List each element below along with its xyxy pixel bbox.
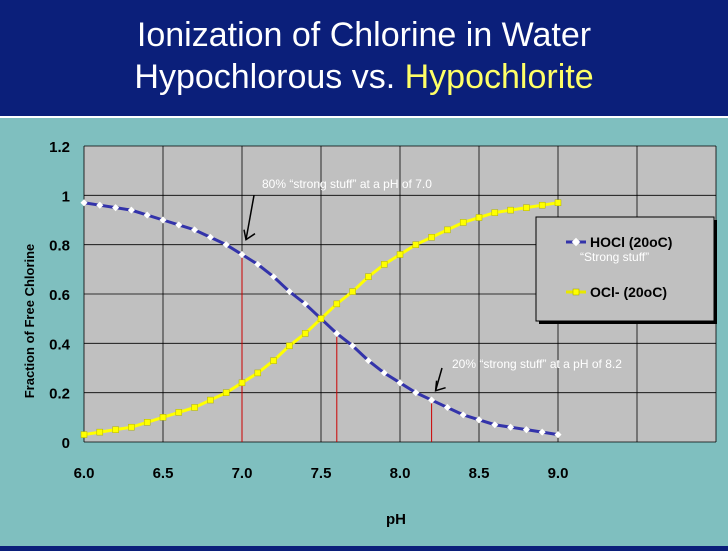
chart-panel: 0 0.2 0.4 0.6 0.8 1 1.2 6.0 6.5 7.0 7.5 8.0 8.5 9.0 80… bbox=[0, 116, 728, 546]
hocl-point bbox=[428, 396, 436, 404]
hocl-point bbox=[127, 206, 135, 214]
legend-item-ocl: OCl- (20oC) bbox=[566, 284, 667, 300]
hocl-point bbox=[238, 250, 246, 259]
hocl-point bbox=[206, 233, 214, 241]
y-axis-label: Fraction of Free Chlorine bbox=[22, 244, 37, 399]
legend-hocl-label: HOCl (20oC) bbox=[590, 234, 672, 250]
hocl-point bbox=[380, 369, 388, 377]
ocl-point bbox=[428, 234, 435, 241]
annotation-80-text: 80% “strong stuff” at a pH of 7.0 bbox=[262, 177, 432, 191]
hocl-point bbox=[270, 273, 278, 281]
ocl-point bbox=[254, 369, 262, 377]
ocl-point bbox=[538, 201, 546, 209]
legend-ocl-label: OCl- (20oC) bbox=[590, 284, 667, 300]
x-tick-label: 6.5 bbox=[153, 465, 174, 482]
x-tick-label: 8.5 bbox=[469, 465, 490, 482]
ocl-point bbox=[317, 315, 325, 322]
legend: HOCl (20oC) “Strong stuff” OCl- (20oC) bbox=[535, 216, 717, 324]
x-tick-label: 8.0 bbox=[390, 465, 411, 482]
hocl-point bbox=[349, 342, 357, 350]
ocl-point bbox=[491, 209, 499, 216]
ocl-point bbox=[523, 204, 530, 211]
y-tick-label: 0.8 bbox=[49, 238, 70, 255]
ocl-point bbox=[396, 251, 404, 258]
hocl-point bbox=[538, 428, 546, 436]
ocl-point bbox=[270, 357, 277, 364]
ocl-point bbox=[507, 206, 514, 214]
title-highlight: Hypochlorite bbox=[404, 58, 594, 96]
ocl-point bbox=[475, 214, 483, 221]
annotation-80-arrowhead bbox=[243, 229, 256, 241]
hocl-point bbox=[507, 423, 515, 431]
hocl-point bbox=[396, 379, 404, 387]
hocl-point bbox=[475, 416, 483, 424]
x-tick-label: 7.0 bbox=[232, 465, 253, 482]
ocl-point bbox=[159, 414, 167, 421]
hocl-point bbox=[112, 204, 120, 212]
ocl-point bbox=[112, 426, 119, 433]
ocl-point bbox=[96, 428, 104, 436]
title-line-1: Ionization of Chlorine in Water bbox=[136, 16, 592, 54]
ionization-chart: 0 0.2 0.4 0.6 0.8 1 1.2 6.0 6.5 7.0 7.5 8.0 8.5 9.0 80… bbox=[0, 116, 728, 546]
hocl-point bbox=[96, 201, 104, 209]
y-tick-label: 1 bbox=[62, 188, 70, 205]
y-tick-label: 0.4 bbox=[49, 336, 71, 353]
hocl-point bbox=[143, 211, 151, 219]
hocl-point bbox=[191, 226, 199, 234]
annotation-80-arrow bbox=[245, 195, 255, 240]
hocl-point bbox=[364, 357, 372, 365]
hocl-point bbox=[522, 426, 530, 434]
hocl-point bbox=[285, 287, 293, 296]
hocl-point bbox=[554, 431, 562, 439]
hocl-point bbox=[491, 421, 499, 429]
hocl-point bbox=[459, 411, 467, 419]
ocl-point bbox=[143, 419, 151, 426]
ocl-point bbox=[301, 330, 309, 337]
ocl-point bbox=[128, 423, 135, 431]
title-line-2: Hypochlorous vs. Hypochlorite bbox=[0, 56, 728, 98]
ocl-point bbox=[380, 261, 388, 268]
y-tick-label: 0.6 bbox=[49, 287, 70, 304]
slide-title: Ionization of Chlorine in Water Hypochlo… bbox=[0, 14, 728, 98]
ocl-point bbox=[286, 342, 293, 350]
legend-ocl-marker bbox=[572, 288, 580, 296]
ocl-point bbox=[365, 273, 372, 280]
ocl-point bbox=[238, 379, 246, 387]
ocl-point bbox=[191, 404, 198, 411]
hocl-point bbox=[333, 329, 341, 338]
ocl-point bbox=[349, 288, 356, 295]
ocl-point bbox=[412, 241, 420, 248]
x-tick-label: 6.0 bbox=[74, 465, 95, 482]
ocl-point bbox=[80, 431, 88, 438]
x-tick-label: 7.5 bbox=[311, 465, 332, 482]
strong-stuff-label: “Strong stuff” bbox=[580, 250, 649, 264]
x-axis-label: pH bbox=[386, 511, 406, 528]
ocl-point bbox=[175, 409, 183, 416]
ocl-point bbox=[333, 300, 341, 308]
hocl-point bbox=[175, 221, 183, 229]
ocl-point bbox=[222, 389, 230, 396]
hocl-point bbox=[301, 300, 309, 308]
x-tick-label: 9.0 bbox=[548, 465, 569, 482]
annotation-20-text: 20% “strong stuff” at a pH of 8.2 bbox=[452, 357, 622, 371]
y-tick-label: 0.2 bbox=[49, 386, 70, 403]
title-line-2-prefix: Hypochlorous vs. bbox=[134, 58, 405, 96]
legend-item-hocl: HOCl (20oC) bbox=[566, 234, 672, 250]
legend-frame bbox=[535, 216, 715, 322]
hocl-point bbox=[159, 216, 167, 224]
y-tick-label: 0 bbox=[62, 435, 70, 452]
hocl-point bbox=[80, 199, 88, 207]
ocl-point bbox=[554, 199, 562, 206]
ocl-point bbox=[207, 396, 214, 404]
hocl-point bbox=[412, 389, 420, 397]
y-tick-label: 1.2 bbox=[49, 139, 70, 156]
ocl-point bbox=[459, 219, 467, 226]
annotation-20-arrowhead bbox=[434, 380, 446, 392]
hocl-point bbox=[443, 403, 451, 412]
ocl-point bbox=[444, 226, 451, 234]
